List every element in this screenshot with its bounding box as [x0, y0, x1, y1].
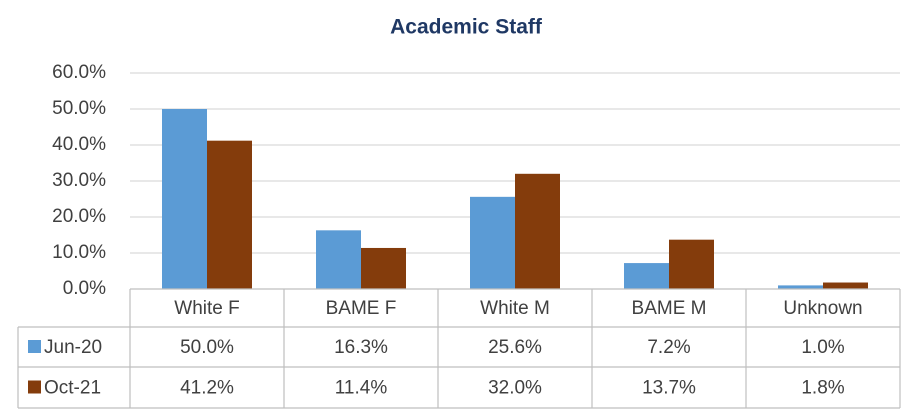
category-label: BAME M	[632, 298, 707, 319]
bar	[778, 285, 823, 289]
y-tick-label: 40.0%	[52, 134, 106, 155]
legend-swatch	[28, 340, 41, 353]
bar	[669, 239, 714, 289]
bar	[207, 140, 252, 289]
chart-title: Academic Staff	[390, 16, 543, 39]
table-value: 25.6%	[488, 337, 542, 358]
bar	[162, 109, 207, 289]
legend-label: Jun-20	[44, 337, 102, 358]
table-value: 1.0%	[801, 337, 844, 358]
y-tick-label: 50.0%	[52, 98, 106, 119]
y-tick-label: 20.0%	[52, 206, 106, 227]
bar	[316, 230, 361, 289]
category-label: White F	[174, 298, 239, 319]
y-tick-label: 10.0%	[52, 242, 106, 263]
table-value: 1.8%	[801, 378, 844, 399]
y-tick-label: 60.0%	[52, 62, 106, 83]
y-tick-label: 30.0%	[52, 170, 106, 191]
table-value: 13.7%	[642, 378, 696, 399]
table-value: 32.0%	[488, 378, 542, 399]
category-label: Unknown	[783, 298, 862, 319]
table-value: 16.3%	[334, 337, 388, 358]
table-value: 11.4%	[335, 378, 388, 399]
table-value: 7.2%	[647, 337, 690, 358]
category-label: White M	[480, 298, 550, 319]
y-tick-label: 0.0%	[63, 278, 106, 299]
table-value: 50.0%	[180, 337, 234, 358]
bar	[515, 173, 560, 289]
legend-swatch	[28, 380, 41, 394]
bar	[823, 282, 868, 289]
table-value: 41.2%	[180, 378, 234, 399]
bar	[624, 263, 669, 289]
bar	[361, 247, 406, 289]
legend-label: Oct-21	[44, 378, 101, 399]
bar	[470, 196, 515, 289]
category-label: BAME F	[326, 298, 397, 319]
